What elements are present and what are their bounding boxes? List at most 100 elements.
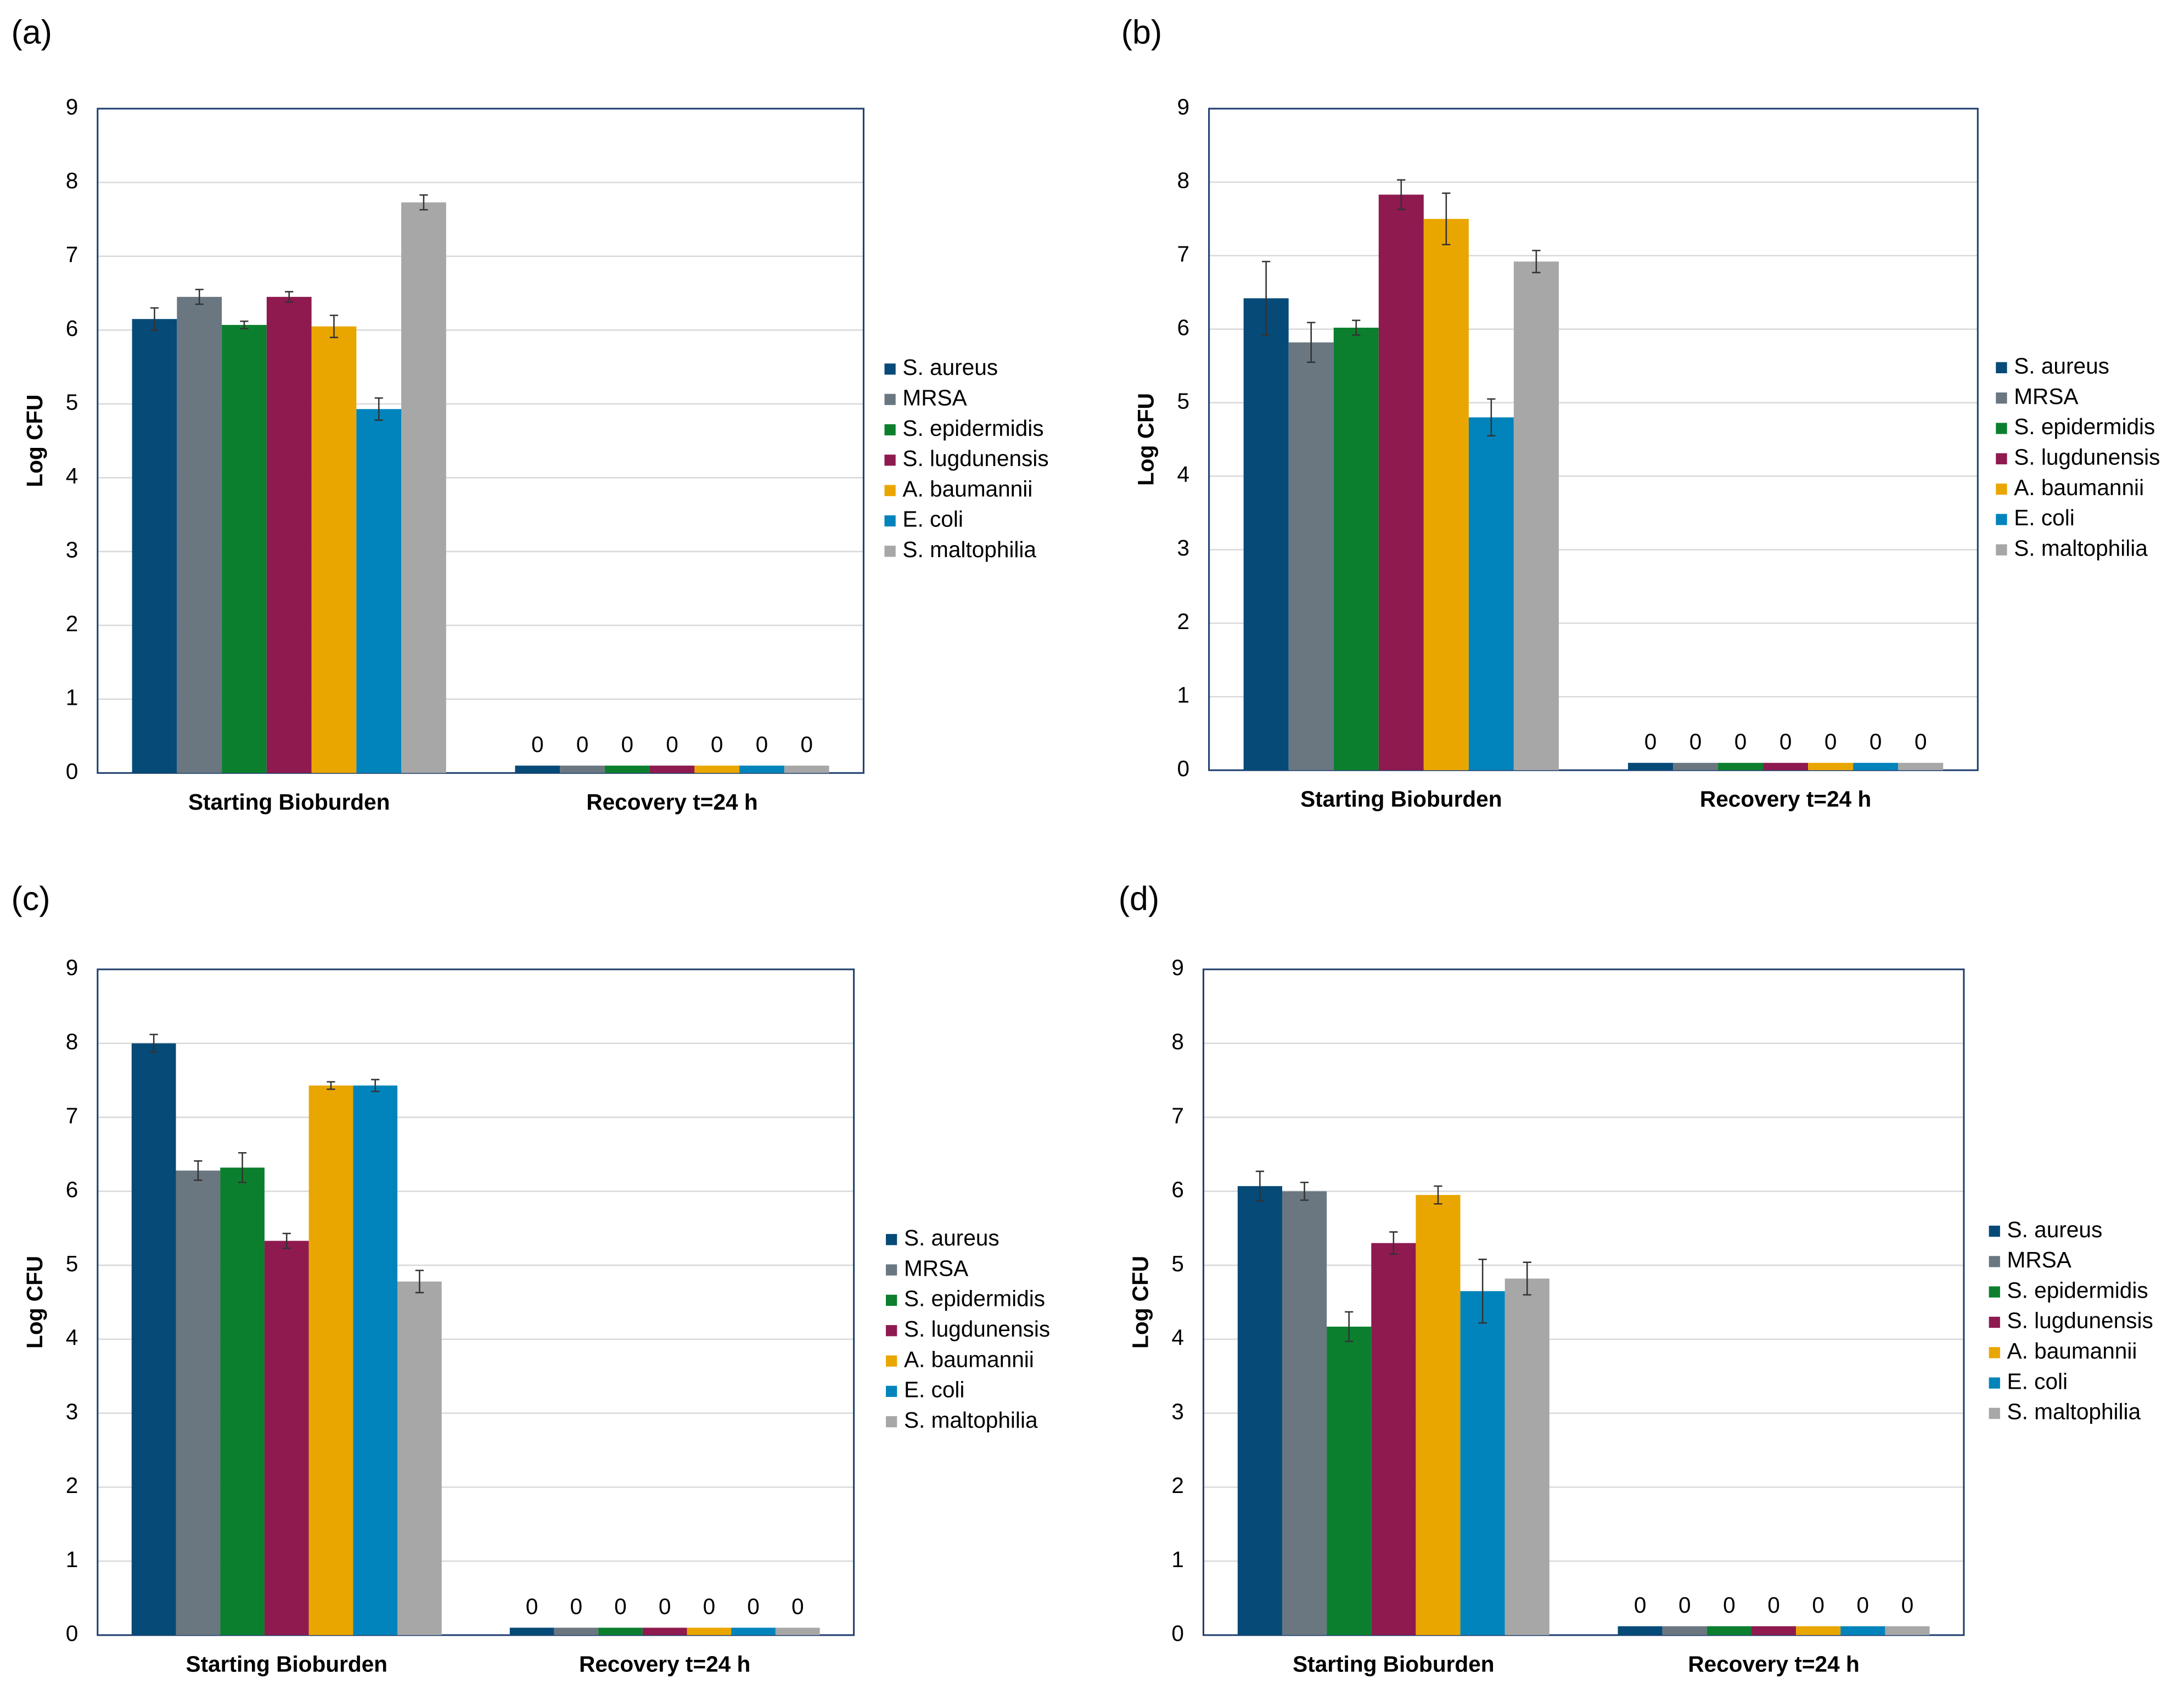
bar	[1282, 1191, 1327, 1635]
value-label: 0	[703, 1594, 716, 1619]
y-tick-label: 9	[66, 955, 78, 980]
bar	[1243, 298, 1289, 771]
legend-swatch	[884, 394, 896, 405]
bar	[1673, 762, 1719, 771]
error-bar	[1532, 250, 1541, 273]
error-bar	[374, 397, 383, 421]
error-bar	[240, 320, 249, 329]
bar	[560, 765, 605, 773]
legend-label: S. lugdunensis	[2014, 445, 2160, 470]
bar	[1796, 1626, 1841, 1635]
legend-swatch	[884, 454, 896, 466]
y-tick-label: 9	[1171, 955, 1184, 980]
bar	[1808, 762, 1854, 771]
legend-label: S. maltophilia	[2014, 535, 2148, 560]
y-tick-label: 2	[66, 1473, 78, 1498]
bar	[509, 1627, 554, 1635]
bar	[554, 1627, 599, 1635]
legend-label: S. lugdunensis	[2007, 1308, 2153, 1333]
legend-label: MRSA	[904, 1255, 968, 1281]
x-tick-label: Starting Bioburden	[188, 789, 390, 815]
y-tick-label: 1	[66, 1547, 78, 1572]
plot-frame	[97, 108, 864, 774]
y-tick-label: 9	[1177, 94, 1190, 120]
y-axis-label: Log CFU	[1133, 393, 1159, 486]
legend-swatch	[884, 546, 896, 557]
value-label: 0	[1812, 1592, 1824, 1618]
legend-label: S. maltophilia	[902, 537, 1036, 562]
bar	[649, 765, 695, 773]
legend-swatch	[1989, 1407, 2000, 1419]
value-label: 0	[614, 1594, 627, 1619]
bar	[1237, 1186, 1282, 1635]
legend-label: S. aureus	[904, 1225, 1000, 1250]
error-bar	[329, 315, 339, 339]
legend-swatch	[1989, 1286, 2000, 1298]
y-tick-label: 6	[1177, 315, 1190, 340]
error-bar	[238, 1152, 247, 1183]
legend-label: MRSA	[2014, 384, 2078, 409]
legend-label: S. maltophilia	[2007, 1399, 2141, 1424]
y-tick-label: 4	[1177, 462, 1190, 487]
error-bar	[1307, 322, 1316, 363]
bar	[132, 319, 177, 773]
value-label: 0	[576, 732, 589, 757]
value-label: 0	[1901, 1592, 1914, 1618]
legend-label: S. epidermidis	[2014, 414, 2155, 439]
error-bar	[1345, 1311, 1354, 1343]
legend-label: A. baumannii	[902, 476, 1032, 501]
legend-swatch	[885, 1416, 897, 1428]
bar	[1333, 327, 1379, 771]
bar	[1627, 762, 1674, 771]
legend-label: A. baumannii	[904, 1346, 1034, 1372]
y-tick-label: 5	[66, 390, 78, 415]
error-bar	[1255, 1170, 1265, 1202]
bar	[1371, 1243, 1416, 1635]
y-tick-label: 0	[66, 759, 78, 784]
legend-label: A. baumannii	[2007, 1338, 2137, 1363]
chart-panel: (c) Log CFU 0 1 2 3 4 5 6 7 8 9 Starting Bioburden Re…	[11, 880, 1050, 1677]
x-tick-label: Recovery t=24 h	[1700, 787, 1871, 812]
value-label: 0	[1723, 1592, 1736, 1618]
bar	[604, 765, 650, 773]
bar	[1468, 417, 1514, 771]
panel-label: (d)	[1119, 880, 1159, 917]
legend-label: S. epidermidis	[904, 1286, 1045, 1311]
y-tick-label: 4	[66, 463, 78, 489]
y-tick-label: 1	[1177, 682, 1190, 708]
value-label: 0	[747, 1594, 760, 1619]
y-tick-label: 7	[1177, 241, 1190, 266]
error-bar	[1300, 1181, 1309, 1201]
error-bar	[1262, 261, 1271, 336]
bar	[784, 765, 829, 773]
chart-panel: (b) Log CFU 0 1 2 3 4 5 6 7 8 9 Starting Bioburden Re…	[1121, 14, 2160, 812]
value-label: 0	[1678, 1592, 1691, 1618]
legend-swatch	[1989, 1225, 2000, 1237]
y-tick-label: 5	[1177, 388, 1190, 413]
legend-swatch	[1989, 1347, 2000, 1359]
bar	[353, 1085, 398, 1635]
bar	[1840, 1626, 1885, 1635]
bar	[515, 765, 560, 773]
x-tick-label: Starting Bioburden	[186, 1651, 388, 1676]
error-bar	[149, 1034, 158, 1053]
chart-panel: (a) Log CFU 0 1 2 3 4 5 6 7 8 9 Starting Bioburden Re…	[11, 14, 1048, 815]
error-bar	[371, 1079, 380, 1092]
value-label: 0	[1734, 729, 1747, 754]
legend-swatch	[885, 1385, 897, 1397]
legend-label: S. maltophilia	[904, 1407, 1038, 1433]
value-label: 0	[1779, 729, 1792, 754]
error-bar	[1478, 1259, 1487, 1324]
value-label: 0	[621, 732, 633, 757]
bar	[264, 1241, 309, 1635]
value-label: 0	[1767, 1592, 1780, 1618]
legend-swatch	[1996, 483, 2007, 495]
y-tick-label: 4	[1171, 1325, 1184, 1350]
legend-label: MRSA	[2007, 1247, 2071, 1272]
legend-label: E. coli	[902, 507, 963, 532]
value-label: 0	[711, 732, 723, 757]
y-tick-label: 3	[1177, 535, 1190, 560]
bar	[1885, 1626, 1930, 1635]
